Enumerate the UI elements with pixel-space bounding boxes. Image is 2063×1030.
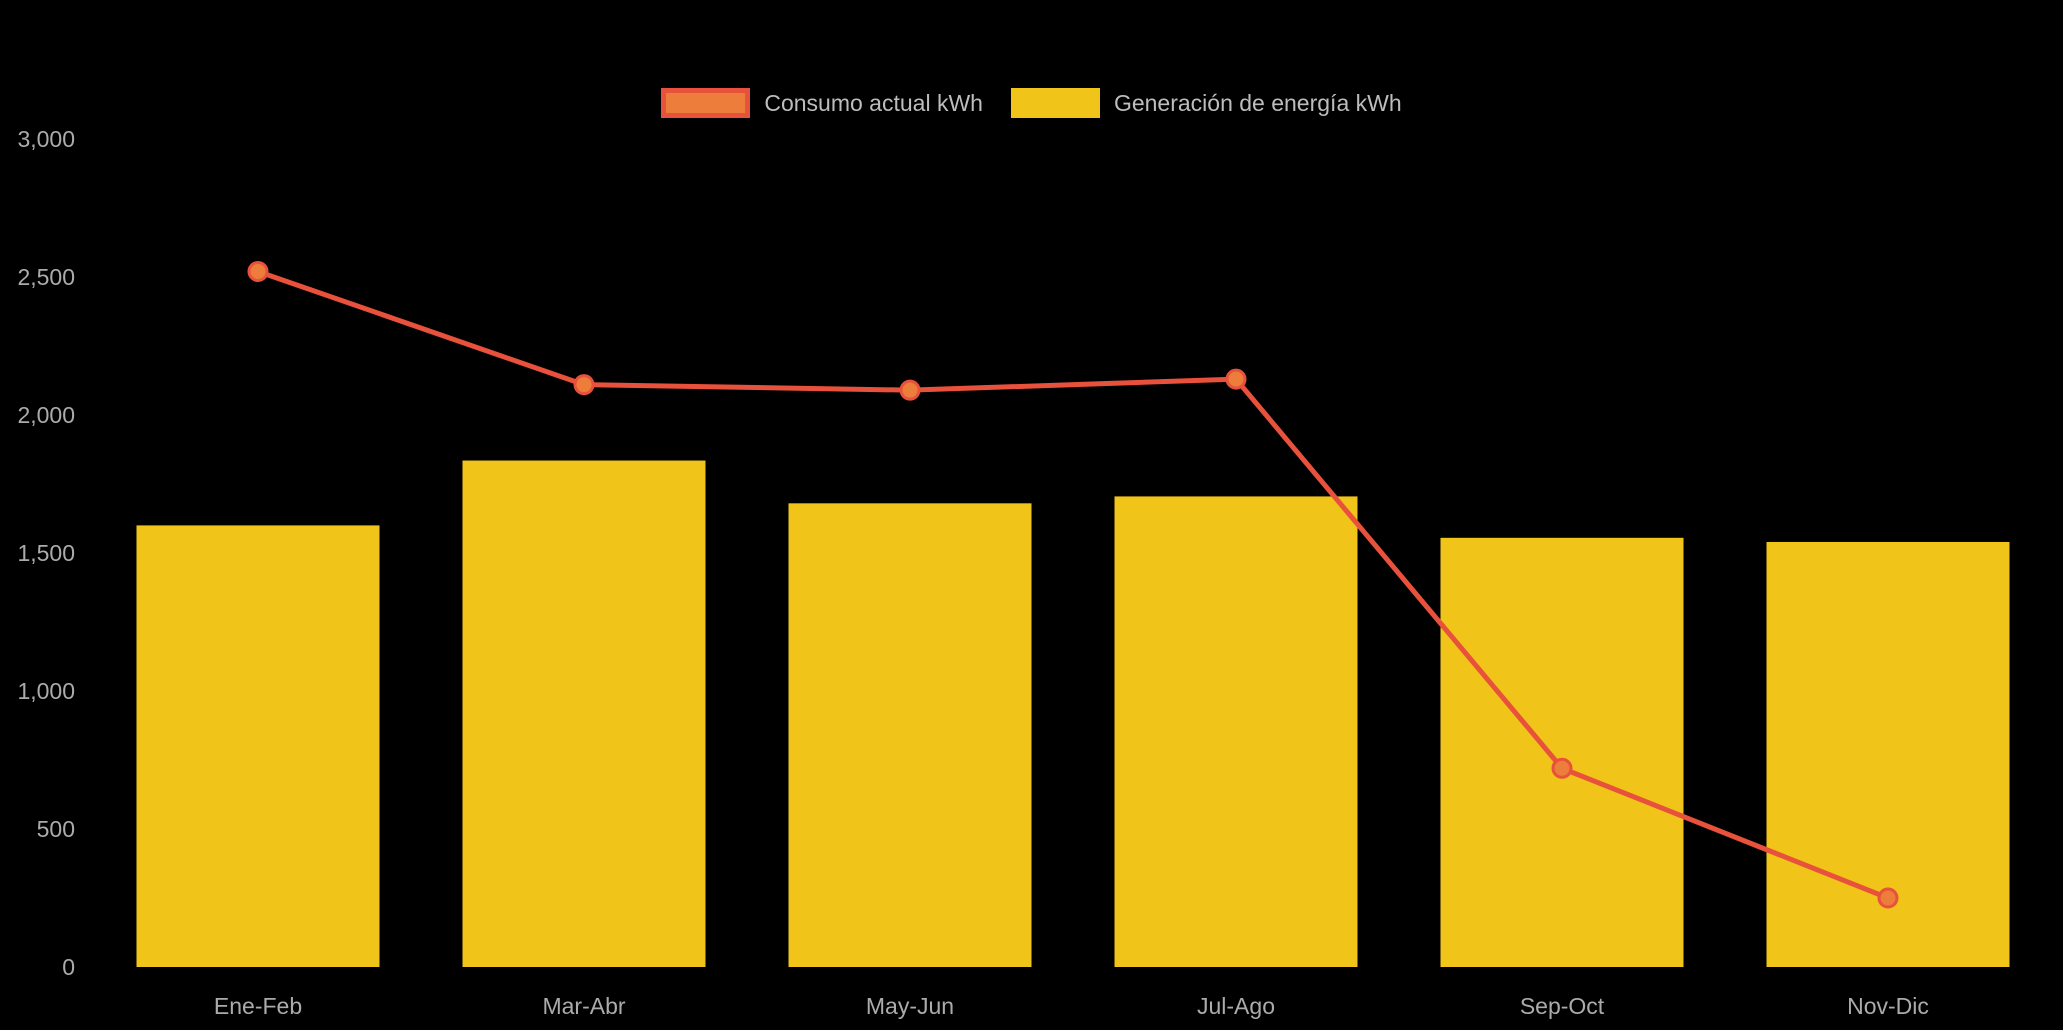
y-tick-label: 1,500 — [17, 540, 75, 566]
generation-bar — [1440, 537, 1684, 967]
consumption-point — [573, 374, 595, 396]
consumption-point — [1225, 368, 1247, 390]
consumption-point — [1877, 887, 1899, 909]
consumption-point — [1551, 757, 1573, 779]
y-tick-label: 0 — [62, 954, 75, 980]
legend-label-consumo: Consumo actual kWh — [764, 89, 983, 116]
consumption-point — [899, 379, 921, 401]
chart-legend: Consumo actual kWh Generación de energía… — [0, 88, 2063, 118]
legend-item-consumo: Consumo actual kWh — [661, 88, 983, 118]
x-category-label: Ene-Feb — [214, 993, 302, 1019]
x-category-label: Sep-Oct — [1520, 993, 1605, 1019]
y-tick-label: 1,000 — [17, 678, 75, 704]
y-tick-label: 2,500 — [17, 264, 75, 290]
generation-bar — [1114, 496, 1358, 967]
y-tick-label: 2,000 — [17, 402, 75, 428]
legend-swatch-consumo-icon — [661, 88, 751, 118]
y-tick-label: 500 — [37, 816, 75, 842]
legend-item-generacion: Generación de energía kWh — [1010, 88, 1402, 118]
legend-label-generacion: Generación de energía kWh — [1113, 89, 1402, 116]
generation-bar — [462, 460, 706, 967]
legend-swatch-generacion-icon — [1010, 88, 1100, 118]
x-category-label: Jul-Ago — [1197, 993, 1275, 1019]
generation-bar — [788, 503, 1032, 967]
consumption-line — [255, 268, 1891, 901]
x-category-label: Mar-Abr — [542, 993, 625, 1019]
x-category-label: May-Jun — [866, 993, 954, 1019]
generation-bar — [136, 525, 380, 967]
consumption-point — [247, 260, 269, 282]
x-category-label: Nov-Dic — [1847, 993, 1929, 1019]
y-tick-label: 3,000 — [17, 126, 75, 152]
